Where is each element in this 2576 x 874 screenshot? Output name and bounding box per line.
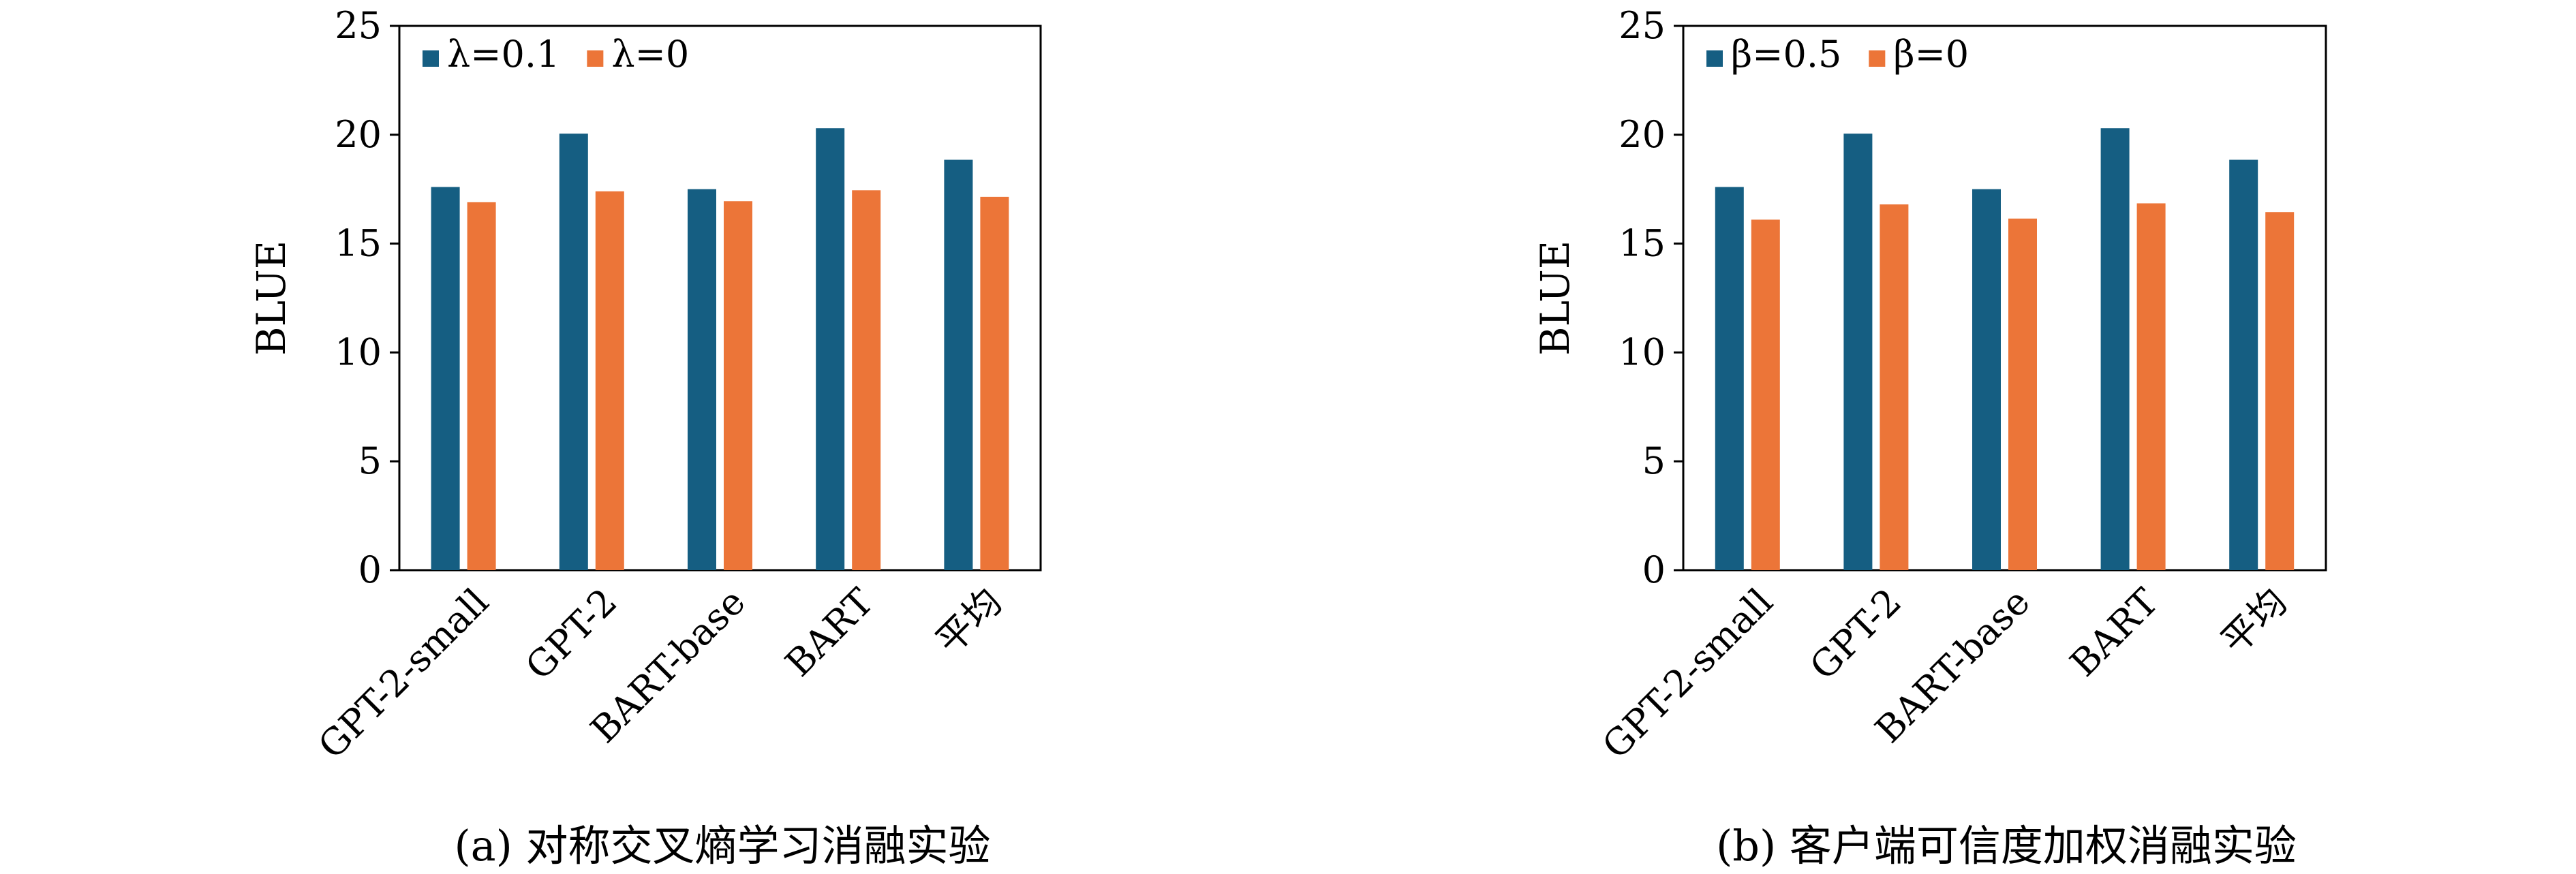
y-tick-label: 10 <box>335 330 382 373</box>
legend-label-series-a: β=0.5 <box>1731 33 1841 76</box>
legend-swatch-series-a <box>1706 50 1723 67</box>
y-tick-label: 15 <box>335 222 382 265</box>
bar-series-b <box>980 196 1009 570</box>
y-tick-label: 5 <box>358 439 382 482</box>
bar-series-a <box>688 189 716 570</box>
plot-frame <box>398 25 1042 572</box>
x-tick-label: BART <box>2062 580 2167 685</box>
plot-frame <box>1682 25 2327 572</box>
y-axis-label: BLUE <box>1532 240 1578 356</box>
x-tick-label: GPT-2-small <box>1594 580 1781 767</box>
bar-series-b <box>1880 204 1909 570</box>
bar-series-b <box>467 202 496 571</box>
y-tick-label: 0 <box>1642 548 1666 591</box>
bar-series-a <box>2100 128 2130 570</box>
legend-swatch-series-b <box>1869 50 1886 67</box>
bar-series-a <box>944 159 973 570</box>
legend-label-series-a: λ=0.1 <box>447 33 559 76</box>
x-tick-label: 平均 <box>2213 580 2295 663</box>
y-tick-label: 20 <box>335 113 382 156</box>
y-tick-label: 10 <box>1619 330 1666 373</box>
bar-series-b <box>724 201 752 570</box>
x-tick-label: BART <box>777 580 882 685</box>
bar-series-a <box>1843 134 1873 570</box>
y-tick-label: 25 <box>1619 4 1666 47</box>
legend-swatch-series-b <box>587 50 604 67</box>
bar-series-a <box>1972 189 2001 570</box>
bar-series-b <box>2008 218 2037 570</box>
bar-series-b <box>2265 212 2295 570</box>
panel-caption: (a) 对称交叉熵学习消融实验 <box>454 821 990 871</box>
y-tick-label: 15 <box>1619 222 1666 265</box>
x-tick-label: GPT-2 <box>1802 580 1910 688</box>
x-tick-label: GPT-2-small <box>310 580 497 767</box>
bar-series-b <box>2136 203 2166 570</box>
bar-series-b <box>852 190 881 571</box>
y-tick-label: 0 <box>358 548 382 591</box>
legend-label-series-b: β=0 <box>1893 33 1969 76</box>
y-tick-label: 20 <box>1619 113 1666 156</box>
bar-series-a <box>2229 159 2258 570</box>
y-tick-label: 5 <box>1642 439 1666 482</box>
legend-label-series-b: λ=0 <box>611 33 689 76</box>
panel-caption: (b) 客户端可信度加权消融实验 <box>1716 821 2297 871</box>
y-axis-label: BLUE <box>248 240 294 356</box>
legend-swatch-series-a <box>423 50 439 67</box>
bar-series-a <box>816 128 845 570</box>
x-tick-label: GPT-2 <box>517 580 625 688</box>
bar-series-b <box>1751 219 1780 571</box>
bar-series-a <box>431 187 460 570</box>
bar-series-a <box>559 134 588 570</box>
y-tick-label: 25 <box>335 4 382 47</box>
bar-series-b <box>595 191 624 570</box>
bar-series-a <box>1715 187 1744 570</box>
x-tick-label: 平均 <box>927 580 1010 663</box>
